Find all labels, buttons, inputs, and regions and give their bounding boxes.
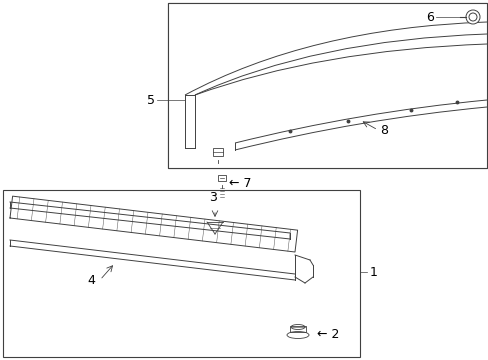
Bar xyxy=(168,3,486,168)
Text: 1: 1 xyxy=(369,266,377,279)
Bar xyxy=(3,190,359,357)
Text: 4: 4 xyxy=(87,274,95,287)
Text: ← 2: ← 2 xyxy=(316,328,339,342)
Circle shape xyxy=(465,10,479,24)
Bar xyxy=(168,3,486,168)
Text: 6: 6 xyxy=(425,10,433,23)
Text: 8: 8 xyxy=(379,123,387,136)
Text: 3: 3 xyxy=(209,190,217,203)
Text: ← 7: ← 7 xyxy=(228,176,251,189)
Text: 5: 5 xyxy=(147,94,155,107)
